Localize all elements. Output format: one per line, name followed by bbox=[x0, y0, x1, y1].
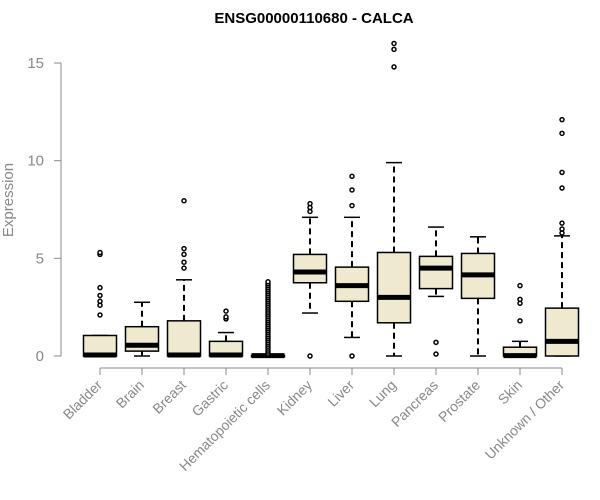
outlier-point bbox=[517, 318, 523, 324]
box-iqr bbox=[544, 307, 580, 357]
outlier-point bbox=[223, 308, 229, 314]
box-liver bbox=[334, 173, 370, 359]
box-iqr bbox=[166, 320, 202, 357]
box-gastric bbox=[208, 308, 244, 358]
y-axis-label: Expression bbox=[0, 163, 17, 237]
box-brain bbox=[124, 301, 160, 357]
y-tick-label: 0 bbox=[36, 348, 44, 365]
outlier-point bbox=[97, 292, 103, 299]
outlier-point bbox=[181, 265, 187, 271]
box-iqr bbox=[292, 253, 328, 284]
outlier-point bbox=[391, 46, 397, 53]
box-kidney bbox=[292, 200, 328, 359]
outlier-point bbox=[307, 200, 313, 207]
box-hematopoietic-cells bbox=[250, 279, 286, 359]
x-tick-label: Prostate bbox=[435, 377, 483, 425]
outlier-point bbox=[559, 130, 565, 137]
outlier-point bbox=[97, 284, 103, 291]
box-skin bbox=[502, 282, 538, 359]
box-unknown-other bbox=[544, 116, 580, 357]
outlier-point bbox=[559, 185, 565, 191]
outlier-point bbox=[181, 251, 187, 258]
outlier-point bbox=[181, 245, 187, 252]
x-tick-label: Brain bbox=[113, 377, 147, 411]
x-tick-label: Kidney bbox=[274, 377, 316, 419]
outlier-point bbox=[559, 226, 565, 232]
x-tick-label: Skin bbox=[495, 377, 526, 408]
outlier-point bbox=[433, 351, 439, 357]
box-lung bbox=[376, 40, 412, 357]
outlier-point bbox=[97, 312, 103, 318]
box-group bbox=[82, 40, 580, 359]
outlier-point bbox=[391, 64, 397, 70]
x-tick-label: Bladder bbox=[60, 377, 106, 423]
y-tick-label: 5 bbox=[36, 250, 44, 267]
x-tick-label: Unknown / Other bbox=[482, 377, 568, 463]
box-bladder bbox=[82, 249, 118, 358]
outlier-point bbox=[97, 298, 103, 305]
outlier-point bbox=[223, 314, 229, 320]
y-axis: 0 5 10 15 bbox=[27, 55, 62, 365]
outlier-point bbox=[517, 282, 523, 289]
box-iqr bbox=[418, 255, 454, 290]
outlier-point bbox=[181, 259, 187, 265]
box-pancreas bbox=[418, 226, 454, 357]
box-prostate bbox=[460, 236, 496, 357]
x-tick-label: Lung bbox=[366, 377, 399, 410]
outlier-point bbox=[349, 353, 355, 359]
outlier-point bbox=[349, 202, 355, 209]
outlier-point bbox=[559, 220, 565, 226]
outlier-point bbox=[391, 40, 397, 47]
outlier-point bbox=[265, 279, 271, 285]
outlier-point bbox=[559, 169, 565, 176]
outlier-point bbox=[307, 353, 313, 359]
chart-title: ENSG00000110680 - CALCA bbox=[214, 10, 413, 27]
y-tick-label: 15 bbox=[27, 55, 44, 72]
x-tick-label: Breast bbox=[149, 377, 189, 417]
box-breast bbox=[166, 197, 202, 358]
y-tick-label: 10 bbox=[27, 153, 44, 170]
outlier-point bbox=[517, 296, 523, 303]
outlier-point bbox=[559, 116, 565, 123]
outlier-point bbox=[97, 249, 103, 256]
x-tick-label: Pancreas bbox=[388, 377, 441, 430]
outlier-point bbox=[433, 339, 439, 346]
box-iqr bbox=[376, 251, 412, 324]
outlier-point bbox=[181, 197, 187, 204]
outlier-point bbox=[349, 173, 355, 180]
outlier-point bbox=[349, 187, 355, 193]
x-tick-label: Liver bbox=[324, 377, 357, 410]
